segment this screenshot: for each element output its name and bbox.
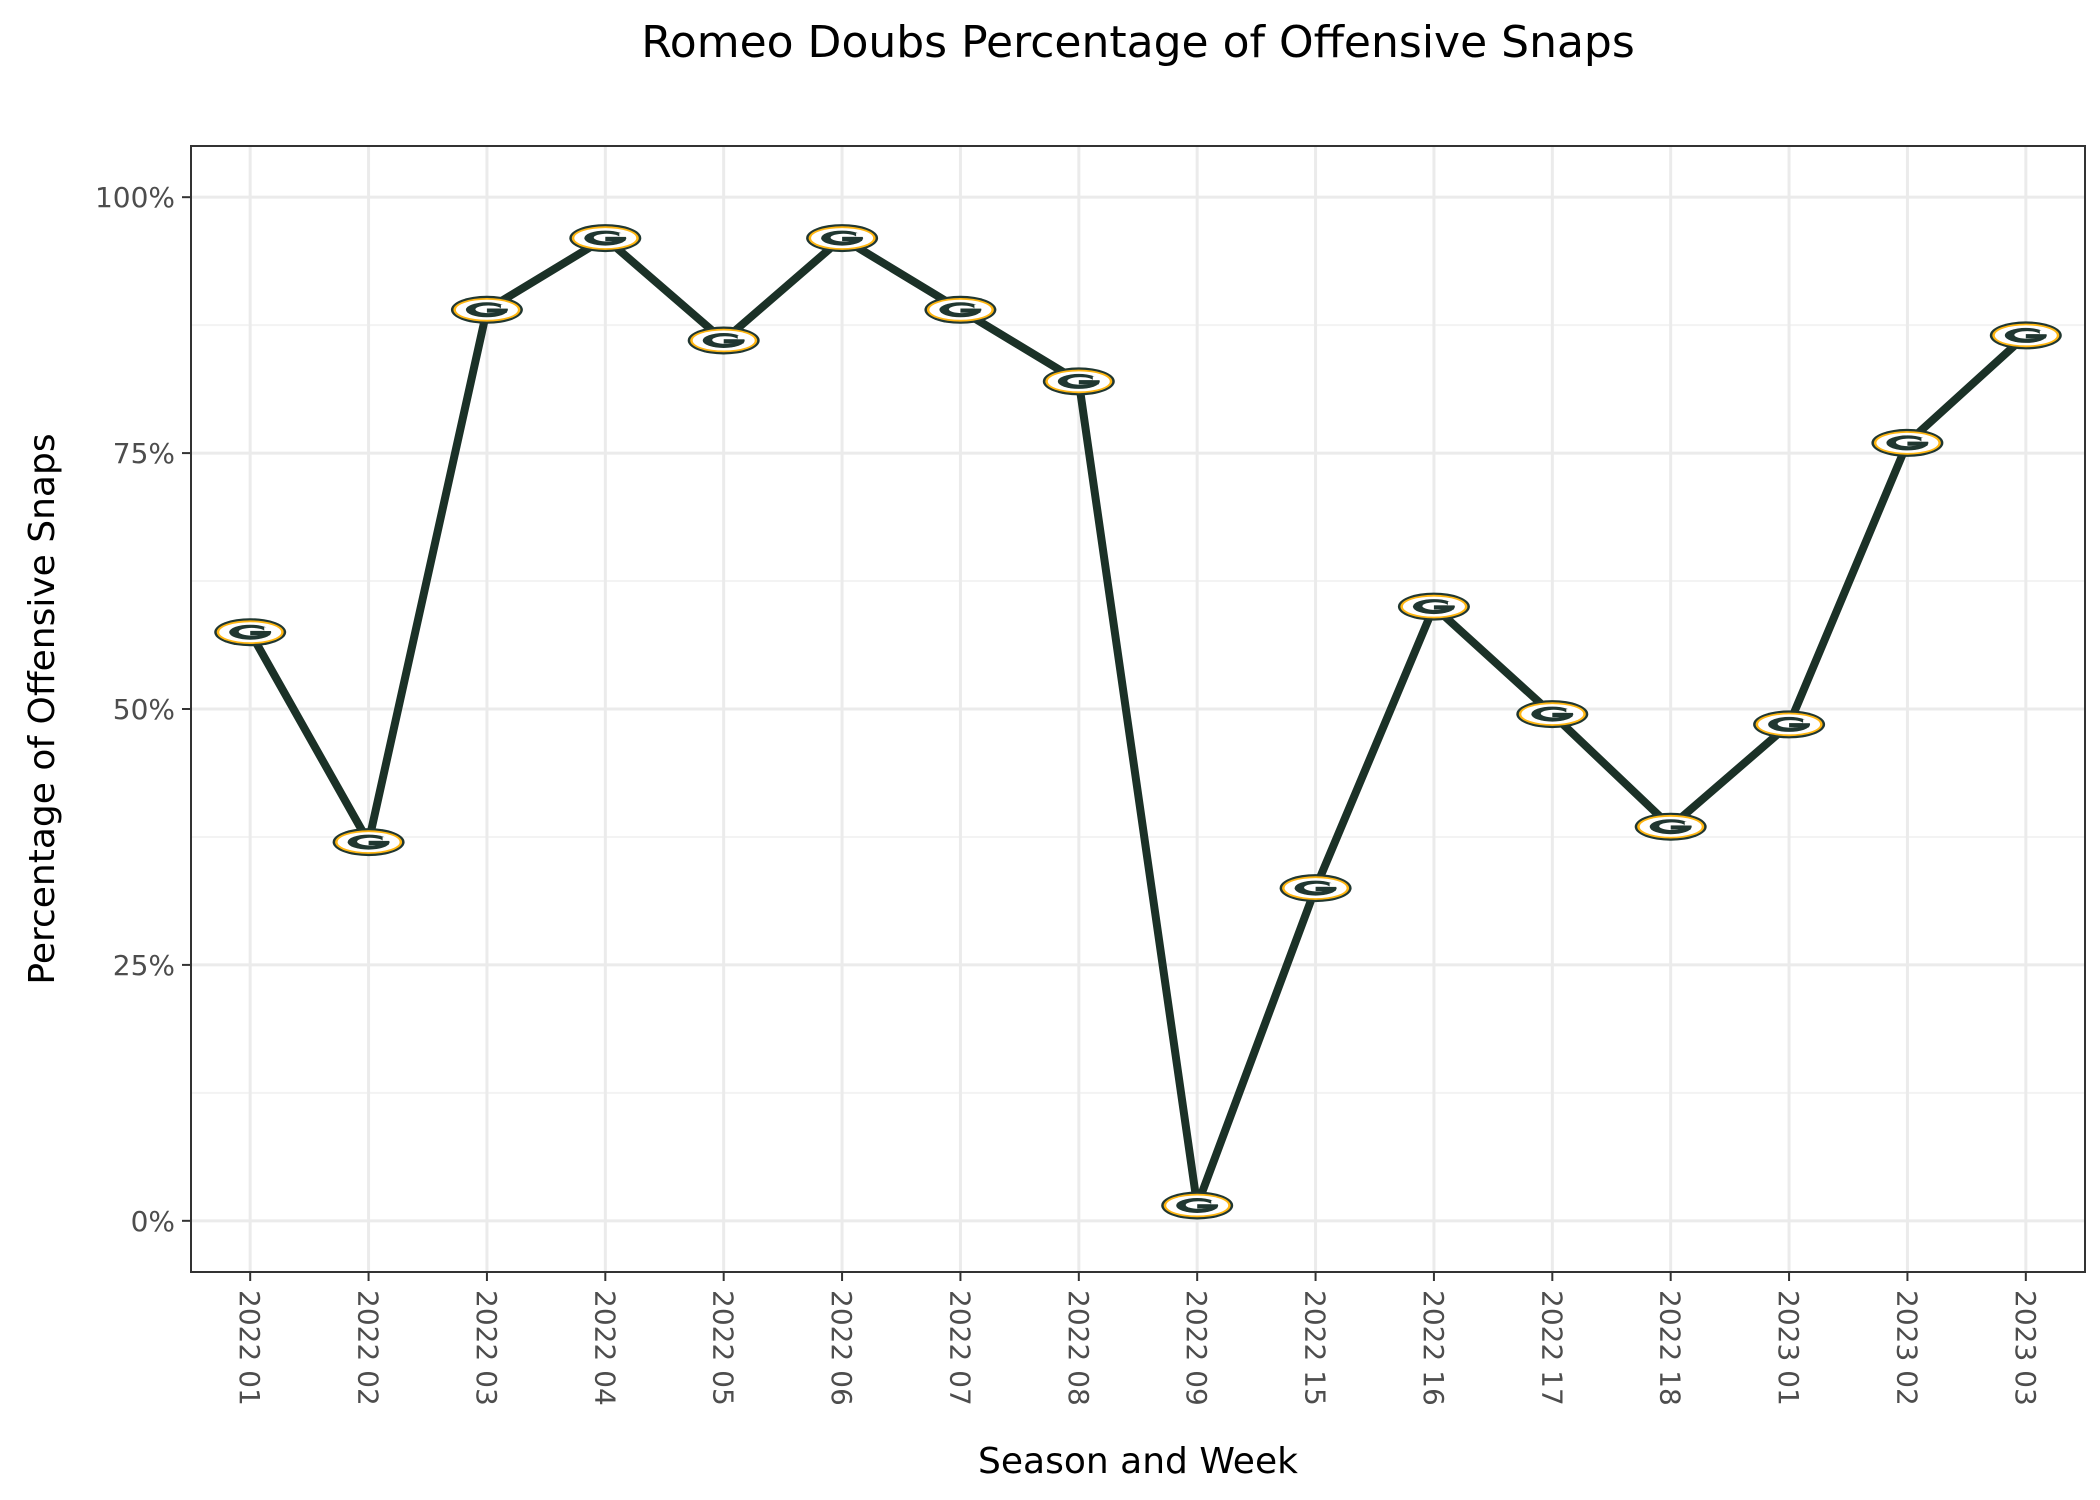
marker-g-gap [1684, 821, 1694, 826]
green-bay-packers-logo-icon [806, 224, 879, 253]
x-tick-label: 2022 03 [470, 1290, 503, 1406]
x-tick-label: 2022 09 [1180, 1290, 1213, 1406]
marker-g-gap [1211, 1200, 1221, 1205]
marker-g-crossbar [723, 339, 744, 344]
green-bay-packers-logo-icon [1871, 428, 1944, 457]
series-layer [246, 234, 2030, 1210]
marker-layer [214, 224, 2062, 1220]
marker-g-gap [974, 304, 984, 309]
x-tick-label: 2022 04 [588, 1290, 621, 1406]
y-tick-label: 75% [113, 437, 175, 470]
x-tick-label: 2022 01 [233, 1290, 266, 1406]
green-bay-packers-logo-icon [1279, 874, 1352, 903]
marker-g-gap [1092, 376, 1102, 381]
green-bay-packers-logo-icon [1634, 812, 1707, 841]
x-tick-label: 2022 07 [943, 1290, 976, 1406]
green-bay-packers-logo-icon [924, 295, 997, 324]
marker-g-gap [737, 335, 747, 340]
y-axis-title: Percentage of Offensive Snaps [22, 433, 63, 984]
x-tick-label: 2022 08 [1062, 1290, 1095, 1406]
marker-g-crossbar [250, 630, 271, 636]
marker-g-gap [500, 304, 510, 309]
marker-g-crossbar [368, 840, 389, 845]
marker-g-gap [856, 233, 866, 237]
x-tick-label: 2022 18 [1654, 1290, 1687, 1406]
marker-g-crossbar [960, 308, 981, 313]
green-bay-packers-logo-icon [687, 326, 760, 355]
marker-g-crossbar [605, 236, 626, 241]
green-bay-packers-logo-icon [1516, 700, 1589, 729]
x-tick-label: 2023 03 [2009, 1290, 2042, 1406]
marker-g-crossbar [1670, 825, 1691, 830]
y-tick-label: 25% [113, 949, 175, 982]
marker-g-gap [2039, 330, 2049, 335]
marker-g-gap [619, 233, 629, 237]
marker-g-crossbar [842, 236, 863, 241]
marker-g-crossbar [1552, 712, 1573, 717]
green-bay-packers-logo-icon [1161, 1191, 1234, 1220]
x-tick-label: 2023 02 [1890, 1290, 1923, 1406]
green-bay-packers-logo-icon [450, 295, 523, 324]
y-axis: 0% 25% 50% 75% 100% [95, 181, 191, 1238]
x-tick-label: 2022 16 [1417, 1290, 1450, 1406]
marker-g-gap [382, 837, 392, 841]
minor-gridlines [191, 324, 2085, 1094]
green-bay-packers-logo-icon [332, 828, 405, 857]
x-tick-label: 2022 02 [352, 1290, 385, 1406]
x-axis-title: Season and Week [978, 1441, 1298, 1482]
marker-g-crossbar [2025, 334, 2046, 339]
marker-g-crossbar [1078, 380, 1099, 385]
x-tick-label: 2022 17 [1535, 1290, 1568, 1406]
marker-g-gap [1447, 601, 1457, 606]
green-bay-packers-logo-icon [1989, 321, 2062, 350]
major-gridlines [191, 146, 2085, 1272]
marker-g-crossbar [1197, 1204, 1218, 1209]
marker-g-gap [1566, 709, 1576, 713]
marker-g-crossbar [1789, 723, 1810, 728]
marker-g-gap [1329, 883, 1339, 887]
marker-g-crossbar [1907, 441, 1928, 446]
marker-g-gap [1921, 437, 1931, 442]
green-bay-packers-logo-icon [1042, 367, 1115, 396]
chart-title: Romeo Doubs Percentage of Offensive Snap… [641, 17, 1635, 68]
y-tick-label: 100% [95, 181, 175, 214]
x-tick-label: 2022 06 [825, 1290, 858, 1406]
marker-g-crossbar [1433, 605, 1454, 610]
x-axis: 2022 01 2022 02 2022 03 2022 04 2022 05 2022 … [233, 1272, 2042, 1406]
green-bay-packers-logo-icon [214, 618, 287, 647]
marker-g-crossbar [1315, 886, 1336, 891]
x-tick-label: 2022 05 [707, 1290, 740, 1406]
x-tick-label: 2022 15 [1299, 1290, 1332, 1406]
green-bay-packers-logo-icon [1753, 710, 1826, 739]
green-bay-packers-logo-icon [1397, 592, 1470, 621]
y-tick-label: 50% [113, 693, 175, 726]
y-tick-label: 0% [131, 1205, 175, 1238]
green-bay-packers-logo-icon [569, 224, 642, 253]
marker-g-gap [264, 627, 274, 631]
marker-g-gap [1803, 719, 1813, 724]
marker-g-crossbar [486, 308, 507, 313]
series-line [246, 234, 2030, 1210]
x-tick-label: 2023 01 [1772, 1290, 1805, 1406]
